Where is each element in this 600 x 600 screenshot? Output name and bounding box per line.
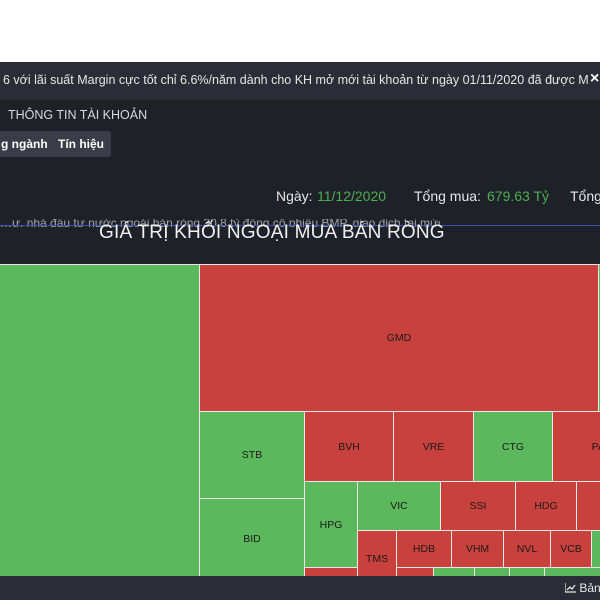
treemap-cell-label: BVH bbox=[338, 440, 360, 453]
treemap-cell-label: VHM bbox=[465, 543, 490, 555]
divider bbox=[0, 225, 600, 226]
tab-bar: …ư, nhà đầu tư nước ngoài bán ròng 30.8 … bbox=[0, 128, 600, 227]
treemap-cell-label: VIC bbox=[390, 500, 408, 512]
treemap-cell-ssi[interactable]: SSI bbox=[440, 481, 516, 531]
treemap-cell-vcb[interactable]: VCB bbox=[550, 530, 592, 568]
treemap-cell-stb[interactable]: STB bbox=[199, 411, 305, 499]
treemap-cell[interactable] bbox=[304, 567, 358, 576]
treemap-cell-label: VCB bbox=[560, 543, 582, 555]
tab-signals[interactable]: Tín hiệu bbox=[51, 131, 111, 157]
treemap-cell-label: HDG bbox=[534, 500, 558, 512]
treemap-cell-bvh[interactable]: BVH bbox=[304, 411, 394, 482]
treemap-cell-label: TMS bbox=[365, 553, 389, 565]
treemap-cell[interactable] bbox=[591, 530, 600, 568]
treemap-cell-label: GMD bbox=[386, 332, 412, 344]
treemap-cell-label: STB bbox=[241, 449, 263, 461]
date-value: 11/12/2020 bbox=[317, 188, 387, 204]
treemap-cell-vre[interactable]: VRE bbox=[393, 411, 474, 482]
treemap-cell[interactable] bbox=[576, 481, 600, 531]
bottom-bar: Bảng bbox=[0, 576, 600, 600]
close-icon[interactable]: × bbox=[590, 70, 600, 87]
treemap-cell-hdb[interactable]: HDB bbox=[396, 530, 452, 568]
treemap-cell-tms[interactable]: TMS bbox=[357, 530, 397, 576]
menu-item-account-info[interactable]: THÔNG TIN TÀI KHOẢN bbox=[8, 108, 148, 122]
treemap-cell-gmd[interactable]: GMD bbox=[199, 264, 599, 412]
treemap-cell-bid[interactable]: BID bbox=[199, 498, 305, 576]
treemap-cell-label: CTG bbox=[501, 440, 525, 453]
table-view-label: Bảng bbox=[579, 581, 600, 595]
treemap-cell-pan[interactable]: PAN bbox=[552, 411, 600, 482]
summary-stats: Ngày: 11/12/2020 Tổng mua: 679.63 Tỷ Tổn… bbox=[0, 188, 600, 208]
treemap-cell-label: SSI bbox=[469, 500, 487, 512]
total-buy-label: Tổng mua: bbox=[414, 188, 481, 204]
treemap-cell[interactable] bbox=[544, 567, 600, 576]
treemap-cell-vhm[interactable]: VHM bbox=[451, 530, 504, 568]
announcement-ticker: 6 với lãi suất Margin cực tốt chỉ 6.6%/n… bbox=[0, 62, 600, 100]
treemap-cell-ctg[interactable]: CTG bbox=[473, 411, 553, 482]
treemap-cell-label: BID bbox=[243, 533, 261, 545]
treemap-cell-label: VRE bbox=[422, 440, 445, 453]
table-view-button[interactable]: Bảng bbox=[564, 581, 600, 595]
total-sell-label: Tổng bbox=[570, 188, 600, 204]
top-menu: THÔNG TIN TÀI KHOẢN bbox=[0, 100, 600, 128]
treemap-cell-hdg[interactable]: HDG bbox=[515, 481, 577, 531]
treemap-cell-nvl[interactable]: NVL bbox=[503, 530, 551, 568]
treemap-cell[interactable] bbox=[433, 567, 475, 576]
treemap-chart: GMD STB BID BVH VRE CTG PAN HPG VIC SSI … bbox=[0, 264, 600, 576]
date-label: Ngày: bbox=[276, 188, 313, 204]
tab-industry[interactable]: g ngành bbox=[0, 131, 55, 157]
ticker-text: 6 với lãi suất Margin cực tốt chỉ 6.6%/n… bbox=[3, 73, 588, 87]
treemap-cell[interactable] bbox=[509, 567, 545, 576]
news-scroll-text: …ư, nhà đầu tư nước ngoài bán ròng 30.8 … bbox=[0, 219, 440, 227]
treemap-cell-label: PAN bbox=[591, 440, 600, 453]
treemap-cell[interactable] bbox=[0, 264, 200, 576]
treemap-cell-label: HPG bbox=[319, 518, 343, 531]
chart-icon bbox=[564, 583, 576, 593]
treemap-cell-vic[interactable]: VIC bbox=[357, 481, 441, 531]
treemap-cell-label: HDB bbox=[412, 543, 436, 555]
treemap-cell-label: NVL bbox=[516, 543, 538, 555]
treemap-cell[interactable] bbox=[396, 567, 434, 576]
total-buy-value: 679.63 Tỷ bbox=[487, 188, 550, 204]
app-window: 6 với lãi suất Margin cực tốt chỉ 6.6%/n… bbox=[0, 62, 600, 600]
chart-title: GIÁ TRỊ KHỐI NGOẠI MUA BÁN RÒNG bbox=[99, 222, 445, 243]
treemap-cell-hpg[interactable]: HPG bbox=[304, 481, 358, 568]
treemap-cell[interactable] bbox=[474, 567, 510, 576]
